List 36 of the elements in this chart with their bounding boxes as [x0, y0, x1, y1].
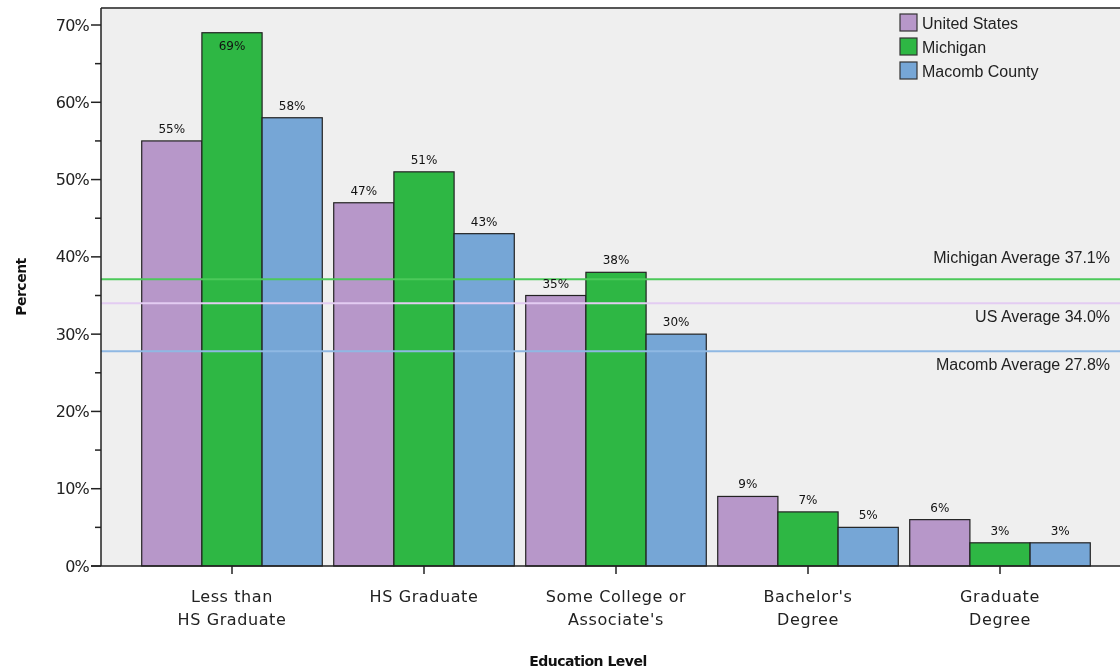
- data-label: 47%: [350, 183, 378, 198]
- data-label: 6%: [930, 500, 950, 515]
- y-tick-label: 20%: [55, 402, 90, 422]
- data-label: 35%: [542, 276, 570, 291]
- y-tick-label: 0%: [65, 556, 90, 576]
- x-axis-title: Education Level: [529, 653, 647, 669]
- x-tick-label: Bachelor's Degree: [763, 587, 853, 629]
- data-label: 38%: [602, 253, 630, 268]
- data-label: 51%: [410, 152, 438, 167]
- legend-label: Macomb County: [922, 62, 1039, 80]
- y-axis-title: Percent: [13, 257, 29, 316]
- x-tick-label: Graduate Degree: [960, 587, 1040, 629]
- legend-label: Michigan: [922, 38, 987, 56]
- data-label: 5%: [858, 508, 878, 523]
- x-tick-label: Some College or Associate's: [545, 587, 687, 629]
- data-label: 58%: [278, 98, 306, 113]
- ref-line-label: Michigan Average 37.1%: [933, 249, 1110, 267]
- y-tick-label: 60%: [55, 92, 90, 112]
- y-tick-label: 30%: [55, 324, 90, 344]
- data-label: 43%: [470, 214, 498, 229]
- x-tick-label: HS Graduate: [369, 587, 479, 606]
- y-tick-label: 70%: [55, 15, 90, 35]
- x-tick-label: Less than HS Graduate: [177, 587, 287, 629]
- data-label: 3%: [1050, 523, 1070, 538]
- data-label: 3%: [990, 523, 1010, 538]
- ref-line-label: US Average 34.0%: [975, 308, 1110, 326]
- data-label: 7%: [798, 492, 818, 507]
- legend-label: United States: [922, 14, 1019, 32]
- ref-line-label: Macomb Average 27.8%: [935, 356, 1110, 374]
- y-tick-label: 40%: [55, 247, 90, 267]
- data-label: 69%: [218, 38, 246, 53]
- y-tick-label: 50%: [55, 170, 90, 190]
- data-label: 30%: [662, 315, 690, 330]
- y-tick-label: 10%: [55, 479, 90, 499]
- data-label: 9%: [738, 477, 758, 492]
- data-label: 55%: [158, 121, 186, 136]
